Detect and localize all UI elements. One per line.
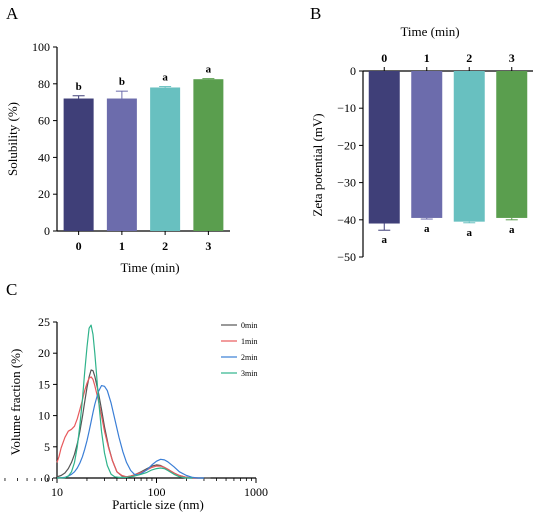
- zeta-y-axis-title: Zeta potential (mV): [310, 113, 325, 216]
- particle-size-chart: Volume fraction (%) Particle size (nm) 0…: [4, 315, 268, 512]
- zeta-significance-label: a: [382, 234, 388, 246]
- legend-label: 2min: [241, 353, 257, 362]
- zeta-bar: [496, 71, 528, 218]
- particle-size-x-axis-title: Particle size (nm): [112, 497, 204, 512]
- solubility-x-tick-label: 2: [162, 239, 168, 253]
- solubility-bar: [193, 79, 224, 231]
- zeta-bar: [411, 71, 443, 218]
- zeta-significance-label: a: [424, 223, 430, 235]
- zeta-bar: [368, 71, 400, 224]
- particle-size-series-line: [56, 376, 198, 479]
- solubility-chart: Solubility (%) Time (min) 0 20 40 60 80 100 b 0…: [5, 40, 230, 275]
- solubility-significance-label: b: [76, 81, 82, 93]
- zeta-x-axis-title: Time (min): [400, 24, 459, 39]
- solubility-bar: [150, 87, 181, 231]
- particle-size-series-line: [56, 385, 204, 479]
- zeta-bar: [453, 71, 485, 222]
- legend-label: 0min: [241, 321, 257, 330]
- solubility-y-tick-label: 60: [38, 114, 50, 128]
- zeta-x-tick-label: 1: [424, 51, 430, 65]
- solubility-significance-label: a: [206, 64, 212, 76]
- zeta-x-tick-label: 2: [466, 51, 472, 65]
- particle-size-x-tick-label: 1000: [244, 485, 268, 499]
- zeta-significance-label: a: [467, 227, 473, 239]
- solubility-y-tick-label: 80: [38, 77, 50, 91]
- zeta-y-tick-label: −10: [337, 101, 356, 115]
- particle-size-y-tick-label: 10: [38, 409, 50, 423]
- zeta-y-tick-label: −30: [337, 176, 356, 190]
- panel-label-a: A: [6, 4, 19, 23]
- solubility-significance-label: a: [162, 72, 168, 84]
- particle-size-x-tick-label: 10: [51, 485, 63, 499]
- solubility-y-tick-label: 100: [32, 40, 50, 54]
- zeta-significance-label: a: [509, 224, 515, 236]
- solubility-y-tick-label: 0: [44, 224, 50, 238]
- legend-label: 1min: [241, 337, 257, 346]
- panel-label-b: B: [310, 4, 321, 23]
- solubility-y-tick-label: 40: [38, 150, 50, 164]
- zeta-y-tick-label: −50: [337, 250, 356, 264]
- zeta-y-tick-label: −40: [337, 213, 356, 227]
- particle-size-y-tick-label: 25: [38, 315, 50, 329]
- solubility-x-tick-label: 0: [76, 239, 82, 253]
- particle-size-y-axis-title: Volume fraction (%): [8, 349, 23, 456]
- zeta-y-tick-label: −20: [337, 138, 356, 152]
- solubility-significance-label: b: [119, 76, 125, 88]
- particle-size-x-tick-label: 100: [148, 485, 166, 499]
- solubility-y-axis-title: Solubility (%): [5, 102, 20, 176]
- particle-size-y-tick-label: 15: [38, 377, 50, 391]
- solubility-x-tick-label: 3: [205, 239, 211, 253]
- legend-label: 3min: [241, 369, 257, 378]
- particle-size-y-tick-label: 5: [44, 440, 50, 454]
- solubility-bar: [106, 98, 137, 232]
- particle-size-series-line: [56, 324, 193, 479]
- solubility-x-axis-title: Time (min): [120, 260, 179, 275]
- solubility-bar: [63, 98, 94, 232]
- solubility-y-tick-label: 20: [38, 187, 50, 201]
- solubility-x-tick-label: 1: [119, 239, 125, 253]
- zeta-x-tick-label: 0: [381, 51, 387, 65]
- particle-size-y-tick-label: 20: [38, 346, 50, 360]
- zeta-y-tick-label: 0: [350, 64, 356, 78]
- panel-label-c: C: [6, 280, 17, 299]
- zeta-potential-chart: Time (min) Zeta potential (mV) 0 −10 −20 −3…: [310, 24, 533, 264]
- zeta-x-tick-label: 3: [509, 51, 515, 65]
